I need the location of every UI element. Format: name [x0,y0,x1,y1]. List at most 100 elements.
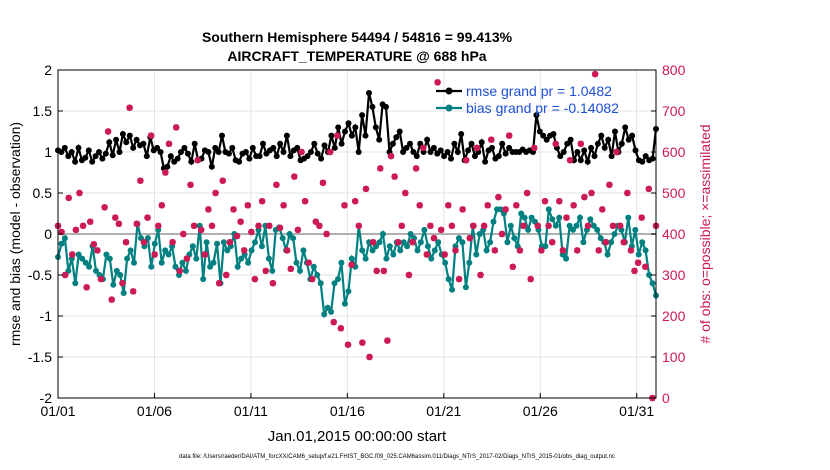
obs-assimilated-marker [230,206,237,213]
series-point [242,149,249,155]
series-point [130,144,137,151]
series-point [549,216,556,223]
y-tick-label: 1.5 [33,103,53,119]
series-point [511,235,518,242]
series-point [304,153,311,160]
series-point [123,139,130,146]
obs-assimilated-marker [441,251,448,258]
series-point [120,290,127,296]
obs-assimilated-marker [584,222,592,229]
series-point [649,280,656,287]
series-point [127,247,134,254]
x-axis-ticks: 01/01 01/06 01/11 01/16 01/21 01/26 01/31 [40,393,654,419]
obs-assimilated-marker [477,271,484,279]
obs-assimilated-marker [416,202,423,209]
x-tick-label: 01/06 [137,403,172,419]
series-point [407,231,414,237]
series-point [424,243,431,250]
y2-tick-label: 200 [662,308,686,324]
obs-assimilated-marker [459,206,466,213]
series-point [497,206,504,213]
series-point [89,158,96,165]
series-point [639,239,646,246]
series-point [598,132,605,139]
series-point [362,132,369,139]
series-point [184,150,191,157]
obs-assimilated-marker [466,234,473,242]
series-point [383,255,390,262]
y-tick-label: 0 [44,226,52,242]
series-point [590,222,597,229]
obs-assimilated-marker [90,241,98,248]
series-point [119,131,126,137]
series-point [113,136,120,143]
obs-assimilated-marker [452,247,459,254]
obs-assimilated-marker [409,239,416,246]
obs-assimilated-marker [269,280,277,287]
series-point [96,149,102,155]
series-point [506,144,513,151]
series-point [456,235,462,242]
series-point [359,112,366,119]
y-axis-label: rmse and bias (model - observation) [7,122,23,346]
series-point [556,214,563,221]
series-point [639,158,646,165]
series-point [287,153,294,160]
series-point [106,139,113,146]
obs-assimilated-marker [448,222,456,229]
series-point [260,140,266,147]
series-point [352,124,359,131]
series-point [328,132,335,139]
series-point [65,153,72,160]
obs-assimilated-marker [362,185,370,193]
obs-assimilated-marker [129,288,137,295]
y-tick-label: -2 [40,390,53,406]
data-file-footer: data file: /Users/raeder/DAI/ATM_forcXX/… [179,454,615,460]
obs-assimilated-marker [470,222,477,229]
obs-assimilated-marker [581,193,588,201]
y2-tick-label: 800 [662,62,686,78]
series-point [318,155,325,162]
series-point [632,226,639,233]
obs-assimilated-marker [394,239,402,246]
series-point [386,243,393,250]
obs-assimilated-marker [180,230,187,238]
obs-assimilated-marker [162,169,169,176]
series-point [518,210,525,217]
series-point [407,140,413,147]
series-point [148,263,155,270]
obs-assimilated-marker [61,271,69,279]
obs-assimilated-marker [319,179,327,186]
obs-assimilated-marker [144,214,151,221]
series-point [355,149,362,155]
obs-assimilated-marker [398,222,405,229]
series-point [143,153,150,160]
chart-subtitle: AIRCRAFT_TEMPERATURE @ 688 hPa [227,48,486,64]
obs-assimilated-marker [541,198,549,205]
obs-assimilated-marker [455,275,463,283]
series-point [207,263,214,270]
obs-assimilated-marker [215,280,223,287]
series-point [269,267,276,274]
obs-assimilated-marker [595,247,602,254]
obs-assimilated-marker [591,70,599,78]
series-point [369,247,376,254]
series-point [404,243,411,250]
y2-axis-ticks: 800 700 600 500 400 300 200 100 0 [651,62,686,406]
obs-assimilated-marker [316,222,323,229]
series-point [58,240,65,247]
obs-assimilated-marker [294,226,302,234]
obs-assimilated-marker [631,267,638,275]
series-point [109,152,116,159]
series-point [234,263,241,270]
series-point [85,147,92,154]
series-point [151,240,158,247]
obs-assimilated-marker [169,239,176,246]
series-point [550,131,557,137]
obs-assimilated-marker [330,318,337,326]
series-point [61,144,68,151]
obs-assimilated-marker [233,232,241,240]
obs-assimilated-marker [484,202,491,209]
series-point [421,226,428,233]
